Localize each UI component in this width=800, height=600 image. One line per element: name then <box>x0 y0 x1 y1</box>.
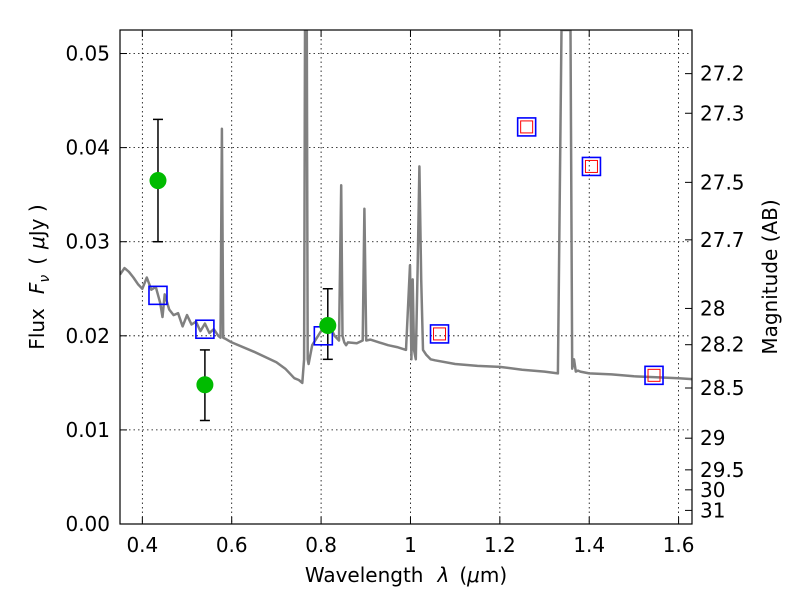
y-tick-label: 0.00 <box>65 512 110 536</box>
observed-point <box>196 376 214 394</box>
y-axis-label: FluxFν(μJy ) <box>25 204 53 349</box>
y-tick-label: 0.04 <box>65 136 110 160</box>
limit-point <box>647 368 661 382</box>
x-axis: 0.4 0.6 0.8 1 1.2 1.4 1.6 <box>126 30 695 557</box>
y2-tick-label: 29 <box>700 426 725 450</box>
x-tick-label: 1.2 <box>484 533 516 557</box>
y2-axis-label: Magnitude (AB) <box>758 199 782 354</box>
y2-tick-label: 28.2 <box>700 333 745 357</box>
y-tick-label: 0.02 <box>65 324 110 348</box>
y2-tick-label: 30 <box>700 478 725 502</box>
model-photometry-point <box>581 156 602 177</box>
observed-markers <box>149 172 337 394</box>
x-axis-label: Wavelength λ (μm) <box>305 563 507 587</box>
plot-content <box>120 30 692 422</box>
y-tick-label: 0.05 <box>65 42 110 66</box>
grid <box>120 30 692 525</box>
y2-tick-label: 27.7 <box>700 228 745 252</box>
y2-tick-label: 28.5 <box>700 376 745 400</box>
observed-point <box>149 172 167 190</box>
observed-point <box>319 316 337 334</box>
model-photometry-point <box>516 117 537 137</box>
sed-model-line <box>120 30 692 385</box>
model-photometry-point <box>429 324 450 344</box>
x-tick-label: 0.6 <box>216 533 248 557</box>
model-photometry-point <box>148 285 168 306</box>
y-axis: 0.00 0.01 0.02 0.03 0.04 0.05 <box>65 42 127 536</box>
y2-tick-label: 27.2 <box>700 62 745 86</box>
x-tick-label: 1 <box>404 533 417 557</box>
x-tick-label: 1.4 <box>573 533 605 557</box>
y-tick-label: 0.01 <box>65 418 110 442</box>
y2-tick-label: 31 <box>700 498 725 522</box>
y2-tick-label: 27.3 <box>700 101 745 125</box>
y2-tick-label: 27.5 <box>700 170 745 194</box>
limit-point <box>520 120 534 134</box>
y2-tick-label: 28 <box>700 296 725 320</box>
x-tick-label: 1.6 <box>663 533 695 557</box>
plot-frame <box>119 29 693 525</box>
y-tick-label: 0.03 <box>65 230 110 254</box>
model-photometry-markers <box>148 117 664 386</box>
model-photometry-point <box>644 365 664 386</box>
limit-markers <box>433 120 661 382</box>
x-tick-label: 0.8 <box>305 533 337 557</box>
limit-point <box>433 327 447 341</box>
y2-tick-label: 29.5 <box>700 458 745 482</box>
model-photometry-point <box>195 319 215 340</box>
limit-point <box>584 159 598 173</box>
x-tick-label: 0.4 <box>126 533 158 557</box>
